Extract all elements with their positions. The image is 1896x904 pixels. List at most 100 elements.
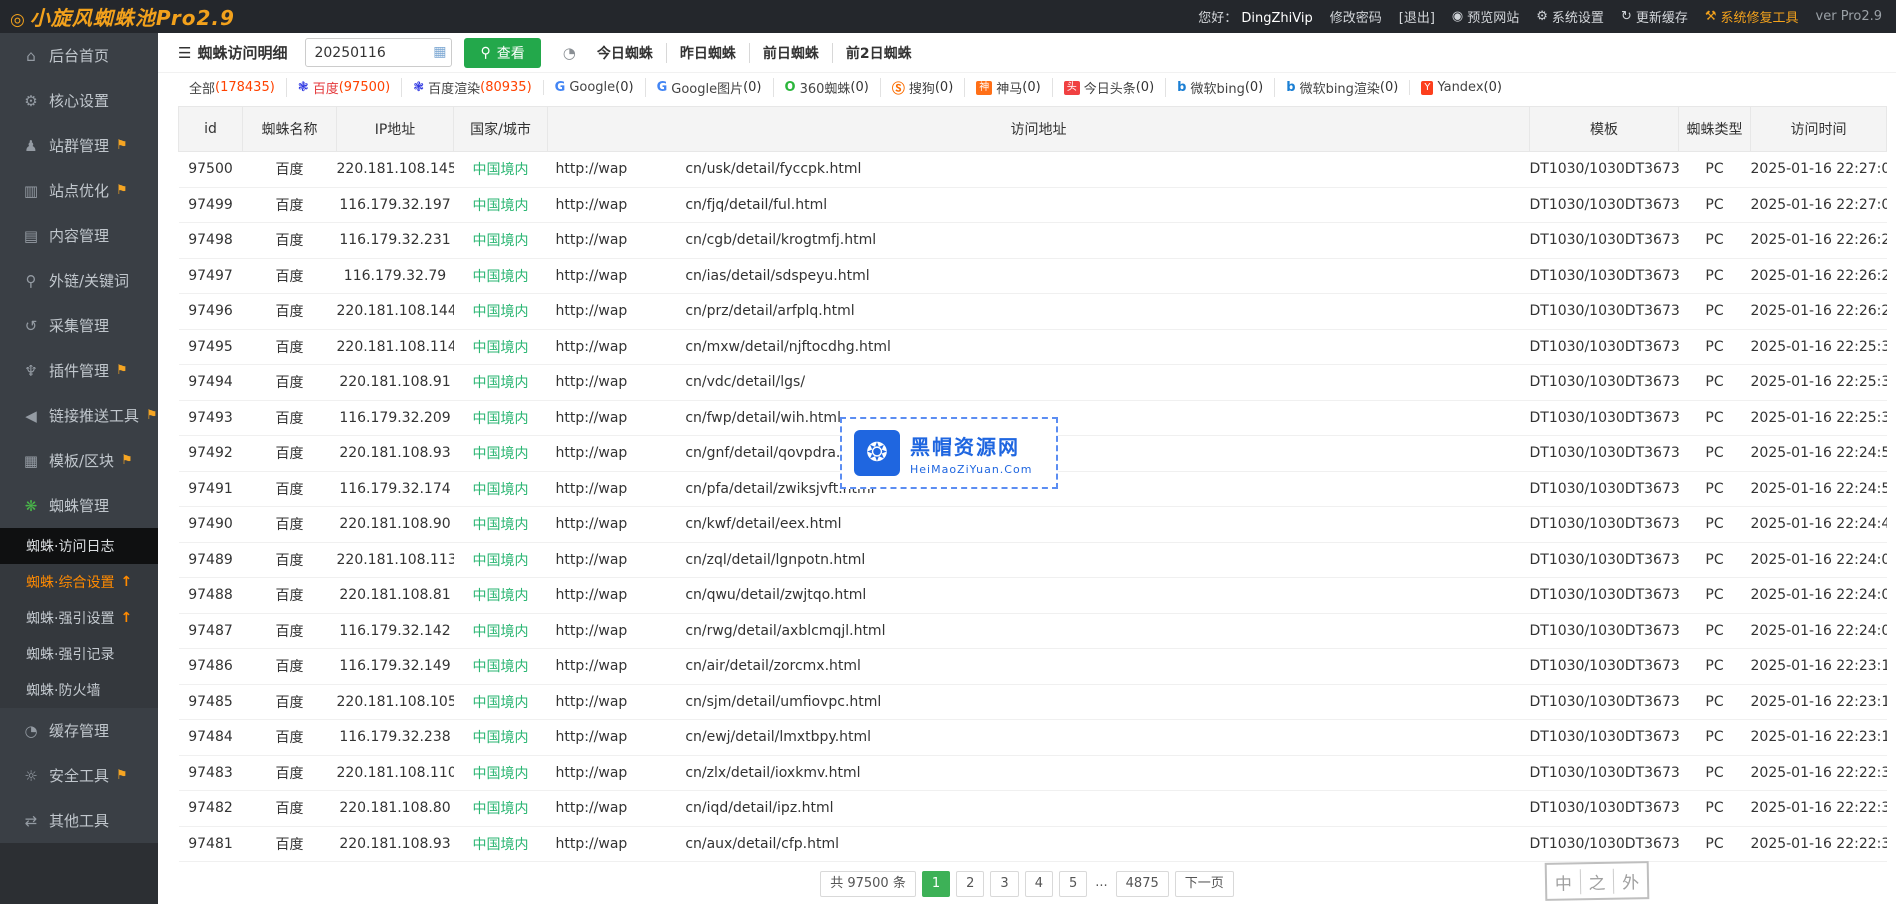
sidebar-subitem[interactable]: 蜘蛛·综合设置 ↑: [0, 564, 158, 600]
sidebar-item[interactable]: ▤ 内容管理: [0, 213, 158, 258]
spider-filter-label: Google: [569, 80, 616, 95]
view-button[interactable]: ⚲ 查看: [464, 37, 541, 68]
cell-region: 中国境内: [472, 694, 529, 711]
cell-id: 97486: [188, 658, 233, 675]
cell-spider-name: 百度: [275, 659, 304, 676]
cell-spider-type: PC: [1705, 445, 1724, 462]
cell-ip: 220.181.108.114: [336, 338, 454, 355]
sidebar-item[interactable]: ⚙ 核心设置: [0, 78, 158, 123]
spider-filter-label: 搜狗: [908, 82, 935, 97]
sidebar-subitem[interactable]: 蜘蛛·访问日志: [0, 528, 158, 564]
spider-filter[interactable]: b 微软bing渲染 (0): [1274, 78, 1409, 97]
sidebar: ⌂ 后台首页 ⚙ 核心设置 ♟ 站群管理 ⚑ ▥ 站点优化 ⚑: [0, 33, 158, 904]
cell-visit-url: http://wap cn/qwu/detail/zwjtqo.html: [555, 587, 867, 604]
sidebar-item[interactable]: ❋ 蜘蛛管理: [0, 483, 158, 528]
spider-submenu: 蜘蛛·访问日志 蜘蛛·综合设置 ↑ 蜘蛛·强引设置 ↑ 蜘蛛·强引记录: [0, 528, 158, 708]
cell-ip: 116.179.32.238: [339, 729, 451, 746]
sidebar-item[interactable]: ▦ 模板/区块 ⚑: [0, 438, 158, 483]
update-cache-link[interactable]: ↻ 更新缓存: [1620, 9, 1688, 26]
sidebar-item[interactable]: ⌂ 后台首页: [0, 33, 158, 78]
cell-region: 中国境内: [472, 730, 529, 747]
spider-filter-label: 微软bing: [1190, 82, 1245, 97]
cell-visit-url: http://wap cn/ias/detail/sdspeyu.html: [555, 267, 870, 284]
cell-visit-time: 2025-01-16 22:24:03: [1750, 551, 1887, 568]
seal-char: 之: [1579, 868, 1614, 894]
spider-filter-count: (0): [1379, 80, 1399, 95]
sidebar-item[interactable]: ↺ 采集管理: [0, 303, 158, 348]
system-settings-link[interactable]: ⚙ 系统设置: [1536, 9, 1604, 26]
cell-ip: 116.179.32.174: [339, 480, 451, 497]
spider-filter-label: Google图片: [671, 82, 744, 97]
spider-filter[interactable]: b 微软bing (0): [1165, 78, 1274, 97]
cell-ip: 220.181.108.93: [339, 835, 451, 852]
sidebar-item[interactable]: ▥ 站点优化 ⚑: [0, 168, 158, 213]
page-button[interactable]: 4875: [1115, 871, 1169, 897]
page-button[interactable]: 下一页: [1174, 871, 1234, 897]
sidebar-item[interactable]: ♟ 站群管理 ⚑: [0, 123, 158, 168]
cell-template: DT1030/1030DT3673: [1529, 374, 1679, 391]
spider-filter-label: Yandex: [1437, 80, 1484, 95]
sidebar-subitem[interactable]: 蜘蛛·防火墙: [0, 672, 158, 708]
col-spider-name: 蜘蛛名称: [242, 106, 337, 152]
cell-id: 97490: [188, 516, 233, 533]
cell-spider-type: PC: [1705, 764, 1724, 781]
day-tab[interactable]: 前2日蜘蛛: [831, 42, 925, 63]
refresh-icon: ↻: [1620, 9, 1632, 24]
logout-link[interactable]: [退出]: [1398, 11, 1435, 26]
date-input[interactable]: [305, 38, 453, 67]
spider-filter[interactable]: Ⓢ 搜狗 (0): [879, 78, 964, 97]
cell-visit-url: http://wap cn/fwp/detail/wih.html: [555, 409, 841, 426]
day-tab[interactable]: 今日蜘蛛: [596, 45, 653, 62]
spider-filter[interactable]: ❃ 百度 (97500): [285, 78, 401, 97]
cell-visit-time: 2025-01-16 22:24:50: [1750, 445, 1887, 462]
page-button[interactable]: ...: [1093, 871, 1110, 897]
sidebar-item[interactable]: ⇄ 其他工具: [0, 798, 158, 843]
cell-ip: 220.181.108.145: [336, 161, 454, 178]
watermark-logo: ❂: [854, 430, 900, 476]
sidebar-item-label: 后台首页: [49, 47, 110, 65]
spider-filter[interactable]: 头 今日头条 (0): [1051, 78, 1165, 97]
cell-visit-time: 2025-01-16 22:23:18: [1750, 658, 1887, 675]
spider-filter-count: (0): [934, 80, 954, 95]
page-button[interactable]: 4: [1024, 871, 1053, 897]
sidebar-item[interactable]: ☼ 安全工具 ⚑: [0, 753, 158, 798]
cell-id: 97484: [188, 729, 233, 746]
sidebar-item[interactable]: ♆ 插件管理 ⚑: [0, 348, 158, 393]
pin-icon: ⚑: [146, 408, 158, 423]
calendar-icon[interactable]: ▦: [433, 44, 447, 60]
day-tab[interactable]: 昨日蜘蛛: [665, 42, 749, 63]
sidebar-item[interactable]: ◔ 缓存管理: [0, 708, 158, 753]
spider-filterbar: 全部 (178435) ❃ 百度 (97500) ❃ 百度渲染 (80935) G G…: [158, 73, 1896, 102]
day-tab[interactable]: 前日蜘蛛: [748, 42, 832, 63]
spider-filter[interactable]: ❃ 百度渲染 (80935): [401, 78, 542, 97]
page-button[interactable]: 2: [956, 871, 985, 897]
repair-tool-link[interactable]: ⚒ 系统修复工具: [1704, 9, 1799, 26]
sidebar-subitem-label: 蜘蛛·访问日志: [26, 539, 115, 555]
table-row: 97490 百度 220.181.108.90 中国境内 http://wap c…: [178, 507, 1887, 542]
pin-icon: ⚑: [116, 363, 128, 378]
page-button[interactable]: 1: [921, 871, 951, 897]
spider-filter[interactable]: 神 神马 (0): [964, 78, 1051, 97]
sidebar-subitem[interactable]: 蜘蛛·强引记录: [0, 636, 158, 672]
sidebar-subitem[interactable]: 蜘蛛·强引设置 ↑: [0, 600, 158, 636]
page-button[interactable]: 5: [1058, 871, 1088, 897]
page-button[interactable]: 共 97500 条: [820, 871, 916, 897]
spider-filter-count: (0): [743, 80, 762, 95]
cell-id: 97500: [188, 161, 233, 178]
sidebar-item[interactable]: ⚲ 外链/关键词: [0, 258, 158, 303]
seal-stamp: 中 之 外: [1544, 861, 1650, 901]
change-password-link[interactable]: 修改密码: [1329, 11, 1382, 26]
sidebar-item-label: 采集管理: [49, 317, 110, 335]
sidebar-item-icon: ♟: [24, 136, 38, 155]
spider-filter[interactable]: O 360蜘蛛 (0): [772, 78, 880, 97]
spider-filter[interactable]: Y Yandex (0): [1409, 80, 1513, 95]
preview-site-link[interactable]: ◉ 预览网站: [1451, 9, 1520, 26]
spider-filter[interactable]: G Google图片 (0): [644, 78, 773, 97]
spider-filter[interactable]: 全部 (178435): [178, 78, 286, 97]
page-button[interactable]: 3: [990, 871, 1019, 897]
sidebar-item-label: 其他工具: [49, 812, 110, 830]
spider-filter[interactable]: G Google (0): [542, 80, 645, 95]
sidebar-item-icon: ☼: [24, 766, 38, 785]
pin-icon: ⚑: [116, 183, 128, 198]
sidebar-item[interactable]: ◀ 链接推送工具 ⚑: [0, 393, 158, 438]
